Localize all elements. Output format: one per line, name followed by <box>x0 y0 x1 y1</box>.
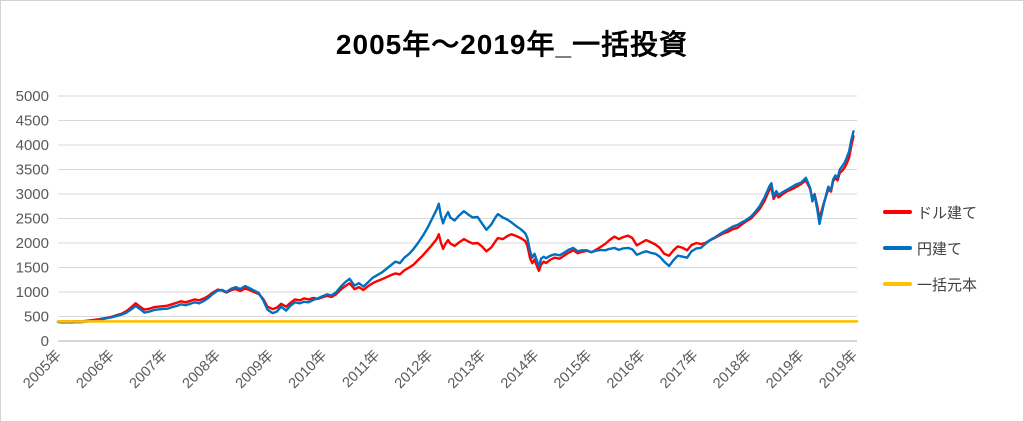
x-axis-tick-label: 2016年 <box>603 347 648 392</box>
x-axis-labels: 2005年 2006年 2007年 2008年 2009年 2010年 2011年 2012年… <box>20 347 861 392</box>
x-axis-tick-label: 2013年 <box>444 347 489 392</box>
y-axis-tick-label: 2500 <box>16 211 49 228</box>
x-axis-tick-label: 2008年 <box>179 347 224 392</box>
y-axis-tick-label: 500 <box>24 309 49 326</box>
y-axis-tick-label: 0 <box>41 333 49 350</box>
legend-item-principal: 一括元本 <box>883 273 977 295</box>
x-axis-tick-label: 2005年 <box>20 347 65 392</box>
y-axis-tick-label: 5000 <box>16 88 49 105</box>
x-axis-tick-label: 2019年 <box>816 347 861 392</box>
legend-label-principal: 一括元本 <box>917 276 978 294</box>
usd-line-swatch-icon <box>883 210 912 214</box>
x-axis-tick-label: 2014年 <box>497 347 542 392</box>
x-axis-tick-label: 2010年 <box>285 347 330 392</box>
series-line-jpy <box>56 130 855 324</box>
y-axis-tick-label: 3000 <box>16 186 49 203</box>
principal-line-swatch-icon <box>883 282 912 286</box>
y-axis-tick-label: 4500 <box>16 113 49 130</box>
legend-item-jpy: 円建て <box>883 237 977 259</box>
x-axis-tick-label: 2019年 <box>763 347 808 392</box>
y-axis-labels: 0 500 1000 1500 2000 2500 3000 3500 4000 4500 5000 <box>16 88 49 350</box>
y-axis-tick-label: 1500 <box>16 260 49 277</box>
y-axis-tick-label: 1000 <box>16 284 49 301</box>
series-lines <box>56 130 859 324</box>
x-axis-tick-label: 2017年 <box>657 347 702 392</box>
y-axis-tick-label: 4000 <box>16 137 49 154</box>
y-axis-tick-label: 3500 <box>16 162 49 179</box>
x-axis-tick-label: 2018年 <box>710 347 755 392</box>
x-axis-tick-label: 2006年 <box>73 347 118 392</box>
x-axis-tick-label: 2009年 <box>232 347 277 392</box>
x-axis-tick-label: 2012年 <box>391 347 436 392</box>
y-axis-tick-label: 2000 <box>16 235 49 252</box>
x-axis-tick-label: 2011年 <box>339 347 383 391</box>
jpy-line-swatch-icon <box>883 246 912 250</box>
chart-title: 2005年〜2019年_一括投資 <box>335 29 689 60</box>
x-axis-tick-label: 2007年 <box>126 347 171 392</box>
x-axis-tick-label: 2015年 <box>550 347 595 392</box>
legend-label-usd: ドル建て <box>917 204 978 222</box>
series-line-usd <box>56 134 855 323</box>
legend: ドル建て 円建て 一括元本 <box>883 201 977 295</box>
legend-item-usd: ドル建て <box>883 201 977 223</box>
legend-label-jpy: 円建て <box>917 240 963 258</box>
gridlines <box>58 95 857 342</box>
